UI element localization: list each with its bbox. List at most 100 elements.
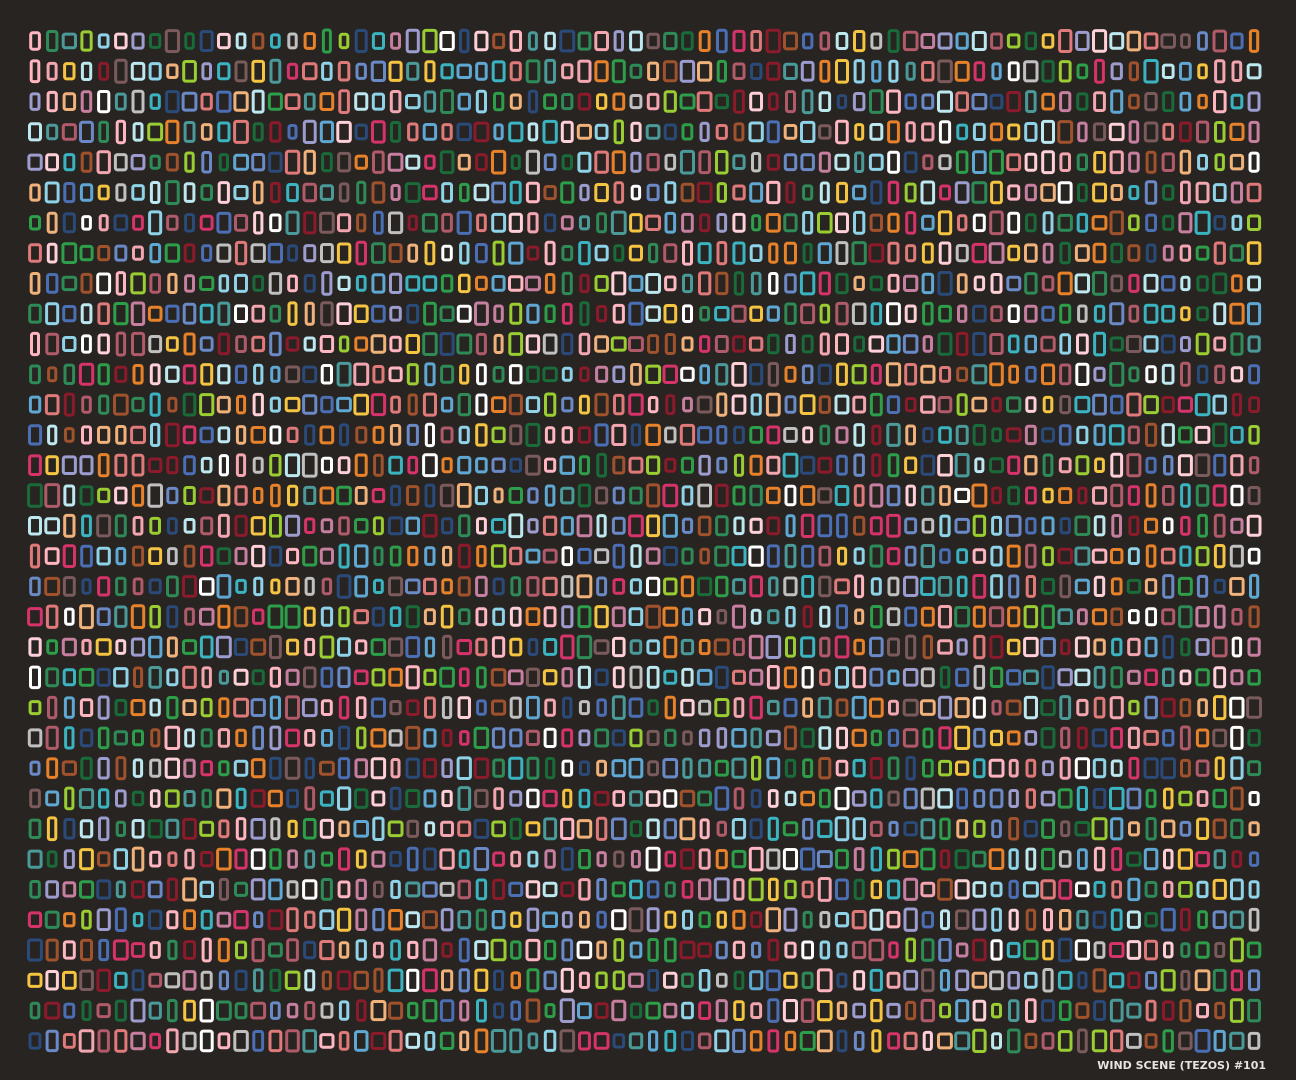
cell [902,30,919,52]
cell [199,998,214,1023]
cell [802,211,814,235]
cell [456,122,472,142]
cell [594,183,609,203]
cell [253,211,264,235]
cell [78,362,95,386]
cell [955,424,969,445]
cell [989,362,1004,387]
cell [561,575,574,598]
cell [1144,578,1158,595]
cell [765,213,781,233]
cell [887,790,900,807]
cell [819,605,831,628]
cell [851,910,867,930]
cell [1177,848,1194,870]
cell [1212,968,1227,992]
cell [543,213,557,233]
cell [200,516,214,536]
cell [716,213,728,233]
cell [80,756,93,780]
cell [1110,577,1123,596]
cell [407,122,419,142]
cell [542,576,558,597]
cell [1194,425,1211,444]
cell [216,90,232,113]
cell [80,30,93,52]
cell [235,335,247,354]
cell [1059,363,1072,386]
cell [922,634,933,660]
cell [749,363,764,386]
cell [851,790,867,807]
cell [920,364,936,384]
cell [869,89,884,114]
cell [46,61,58,81]
cell [1144,939,1158,961]
cell [1195,851,1210,868]
cell [338,543,350,569]
cell [45,938,59,962]
cell [149,154,161,170]
cell [149,363,161,386]
cell [46,90,58,113]
cell [267,789,283,808]
cell [527,122,539,142]
cell [542,515,558,536]
cell [1179,61,1192,81]
cell [1126,851,1142,867]
cell [768,576,779,597]
cell [509,696,522,719]
cell [1025,847,1037,871]
cell [440,604,454,629]
cell [1162,1029,1174,1053]
cell [493,969,505,991]
cell [216,547,232,565]
cell [304,757,315,780]
cell [1160,33,1177,49]
cell [27,972,43,988]
cell [749,1030,763,1052]
cell [1195,606,1210,628]
cell [337,786,352,811]
cell [269,121,282,143]
cell [201,666,212,689]
cell [836,181,848,204]
cell [252,456,264,474]
cell [493,304,504,323]
cell [1126,30,1142,52]
cell [132,516,144,536]
cell [1024,971,1038,989]
cell [441,969,454,992]
cell [1023,820,1039,838]
cell [336,485,352,506]
cell [441,123,453,141]
cell [596,851,607,868]
cell [1093,1000,1106,1021]
cell [441,728,453,748]
cell [888,59,899,83]
cell [1212,484,1227,507]
cell [491,396,507,414]
cell [114,244,128,262]
cell [612,543,625,569]
cell [1197,154,1208,171]
cell [286,62,299,80]
cell [97,757,110,780]
cell [664,426,677,444]
cell [131,790,145,807]
cell [662,60,678,83]
cell [473,847,490,872]
cell [457,879,471,900]
cell [29,576,41,597]
cell [269,396,281,413]
cell [321,970,332,991]
cell [1041,119,1055,144]
cell [493,91,505,112]
cell [149,392,161,417]
cell [250,818,266,840]
cell [389,850,402,868]
cell [199,303,214,324]
cell [389,545,402,567]
cell [405,605,420,629]
cell [250,426,266,444]
